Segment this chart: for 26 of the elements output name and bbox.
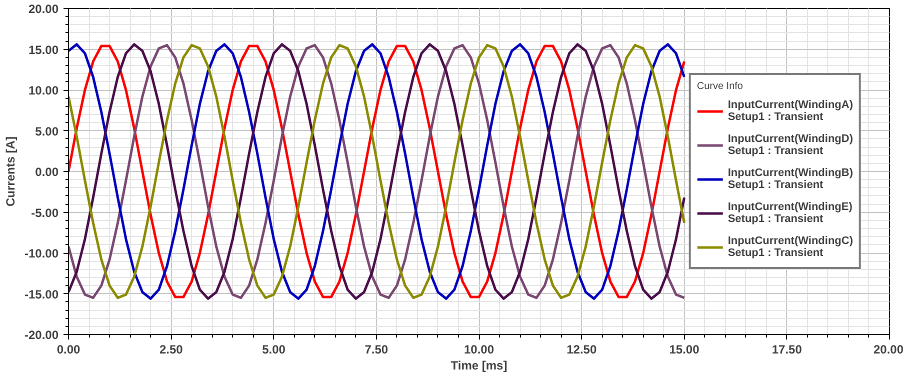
x-axis-title: Time [ms] xyxy=(450,358,508,372)
legend-label: InputCurrent(WindingC) Setup1 : Transient xyxy=(728,234,853,261)
x-tick-label: 0.00 xyxy=(56,342,81,356)
x-tick-label: 12.50 xyxy=(566,342,597,356)
y-axis-title: Currents [A] xyxy=(3,136,18,206)
x-tick-label: 17.50 xyxy=(772,342,802,356)
legend-label: InputCurrent(WindingE) Setup1 : Transient xyxy=(728,200,852,227)
y-tick-label: 10.00 xyxy=(28,84,59,98)
legend-label: InputCurrent(WindingB) Setup1 : Transient xyxy=(728,166,853,193)
y-tick-label: 5.00 xyxy=(35,124,59,138)
y-tick-label: 20.00 xyxy=(28,2,59,16)
x-tick-label: 15.00 xyxy=(669,342,700,356)
x-tick-label: 20.00 xyxy=(873,342,903,356)
y-tick-label: 15.00 xyxy=(28,42,59,57)
legend-title: Curve Info xyxy=(696,81,744,92)
x-tick-label: 7.50 xyxy=(364,342,388,356)
x-tick-label: 2.50 xyxy=(159,342,184,356)
x-tick-label: 5.00 xyxy=(262,342,286,356)
y-tick-label: -20.00 xyxy=(24,328,59,342)
y-tick-label: 0.00 xyxy=(35,165,59,179)
legend-label: InputCurrent(WindingA) Setup1 : Transient xyxy=(728,98,853,125)
legend-label: InputCurrent(WindingD) Setup1 : Transient xyxy=(728,132,853,159)
x-tick-label: 10.00 xyxy=(464,342,494,356)
y-tick-label: -10.00 xyxy=(24,246,59,260)
y-tick-label: -15.00 xyxy=(24,287,59,302)
y-tick-label: -5.00 xyxy=(31,206,59,220)
